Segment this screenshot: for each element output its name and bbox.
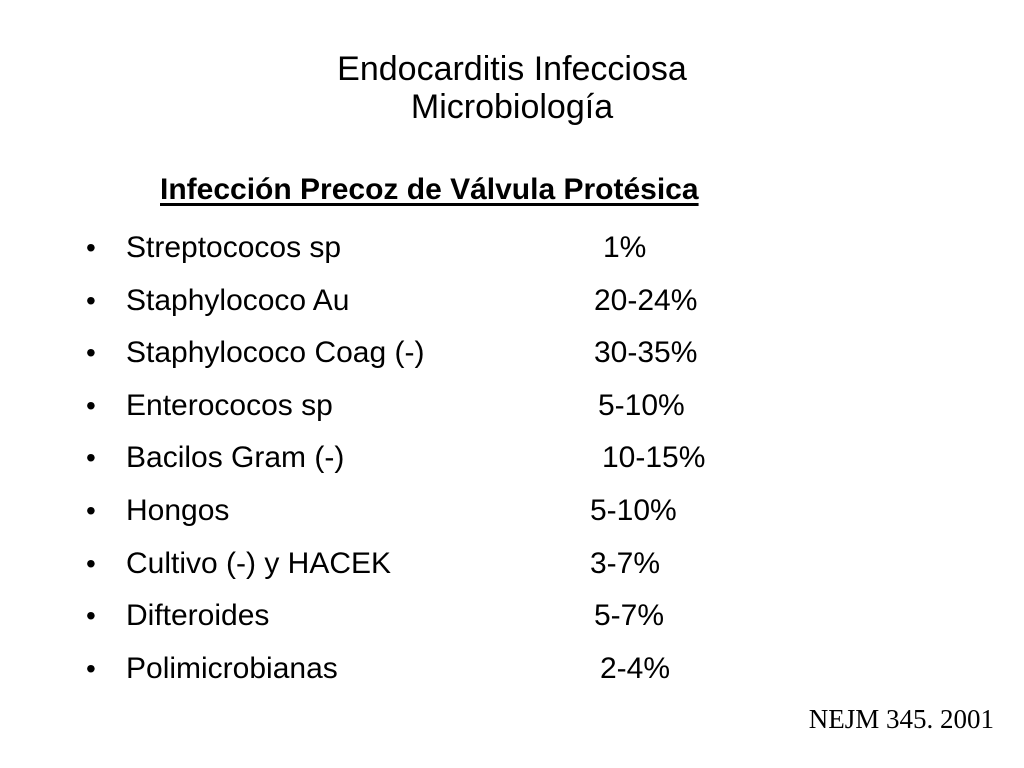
bullet-icon: •: [86, 494, 96, 526]
section-heading: Infección Precoz de Válvula Protésica: [160, 173, 699, 206]
list-item: • Hongos 5-10%: [0, 489, 1024, 542]
organism-name: Staphylococo Coag (-): [126, 336, 425, 370]
bullet-icon: •: [86, 652, 96, 684]
list-item: • Streptococos sp 1%: [0, 226, 1024, 279]
list-item: • Staphylococo Coag (-) 30-35%: [0, 331, 1024, 384]
bullet-icon: •: [86, 389, 96, 421]
organism-percent: 3-7%: [590, 546, 661, 580]
bullet-icon: •: [86, 547, 96, 579]
list-item: • Cultivo (-) y HACEK 3-7%: [0, 542, 1024, 595]
organism-name: Staphylococo Au: [126, 283, 350, 317]
source-citation: NEJM 345. 2001: [808, 704, 994, 734]
list-item: • Staphylococo Au 20-24%: [0, 279, 1024, 332]
organism-name: Cultivo (-) y HACEK: [126, 546, 392, 580]
organism-percent: 20-24%: [594, 283, 698, 317]
organism-percent: 1%: [603, 231, 647, 264]
organism-name: Enterococos sp: [126, 388, 333, 422]
organism-percent: 10-15%: [602, 441, 706, 475]
organism-percent: 2-4%: [600, 651, 671, 685]
organism-name: Hongos: [126, 493, 230, 527]
organism-percent: 5-7%: [594, 599, 665, 633]
slide-title: Endocarditis Infecciosa Microbiología: [0, 50, 1024, 126]
organism-list: • Streptococos sp 1% • Staphylococo Au 2…: [0, 226, 1024, 699]
list-item: • Bacilos Gram (-) 10-15%: [0, 436, 1024, 489]
organism-name: Polimicrobianas: [126, 651, 338, 685]
bullet-icon: •: [86, 337, 96, 369]
organism-name: Bacilos Gram (-): [126, 441, 345, 475]
bullet-icon: •: [86, 600, 96, 632]
organism-percent: 5-10%: [590, 493, 677, 527]
organism-percent: 5-10%: [598, 388, 685, 422]
list-item: • Polimicrobianas 2-4%: [0, 647, 1024, 700]
title-line-2: Microbiología: [410, 88, 614, 126]
title-line-1: Endocarditis Infecciosa: [337, 50, 687, 88]
bullet-icon: •: [86, 442, 96, 474]
bullet-icon: •: [86, 232, 96, 263]
bullet-icon: •: [86, 284, 96, 316]
organism-name: Difteroides: [126, 599, 270, 633]
organism-percent: 30-35%: [594, 336, 698, 370]
list-item: • Enterococos sp 5-10%: [0, 384, 1024, 437]
organism-name: Streptococos sp: [126, 231, 342, 264]
list-item: • Difteroides 5-7%: [0, 594, 1024, 647]
